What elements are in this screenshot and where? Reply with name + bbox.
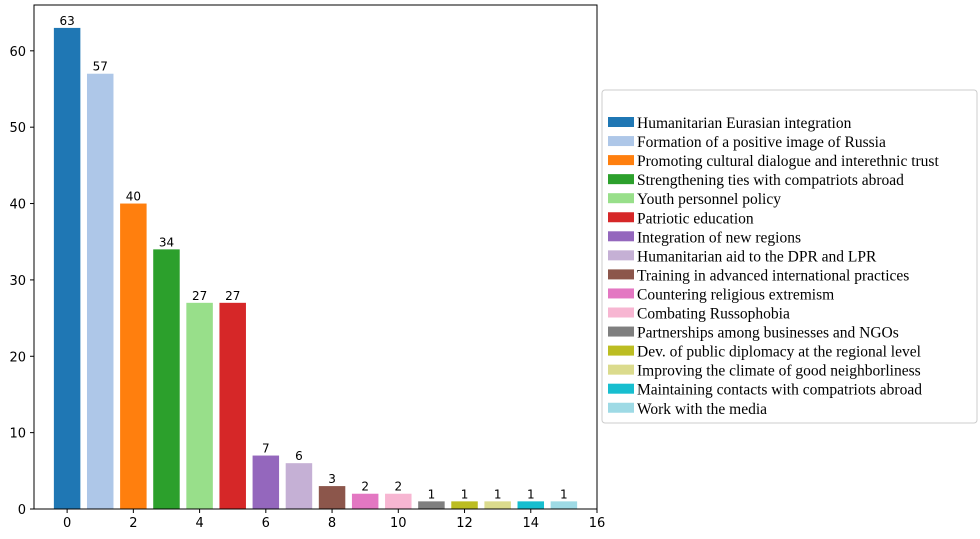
legend-swatch-9 [608,288,634,299]
bar-value-label-2: 40 [126,190,141,204]
x-tick-label-16: 16 [589,516,606,531]
bar-value-label-3: 34 [159,235,174,249]
legend-label-11: Partnerships among businesses and NGOs [637,325,899,342]
bar-10 [385,493,412,509]
legend-swatch-11 [608,326,634,337]
bar-3 [153,249,180,509]
bar-1 [86,73,114,510]
legend: Humanitarian Eurasian integration Formati… [601,89,978,424]
bar-0 [53,27,81,510]
bar-6 [252,455,280,509]
bar-8 [318,486,346,509]
bar-value-label-15: 1 [560,487,568,501]
legend-label-9: Countering religious extremism [637,286,834,303]
bar-value-label-0: 63 [59,14,74,28]
y-tick-label-60: 60 [9,45,26,60]
legend-swatch-7 [608,250,634,261]
x-tick-label-0: 0 [63,516,71,531]
bar-value-label-13: 1 [494,487,502,501]
y-tick-label-30: 30 [9,274,26,289]
bar-12 [451,501,478,509]
x-tick-label-10: 10 [390,516,407,531]
bar-13 [484,501,511,509]
bar-5 [219,302,246,509]
legend-swatch-4 [608,193,634,204]
legend-label-3: Strengthening ties with compatriots abro… [637,172,904,189]
bar-9 [351,493,379,509]
x-tick-label-14: 14 [522,516,539,531]
y-tick-label-20: 20 [9,350,26,365]
bar-value-label-7: 6 [295,449,303,463]
bar-value-label-6: 7 [262,442,270,456]
x-tick-label-4: 4 [195,516,203,531]
legend-label-12: Dev. of public diplomacy at the regional… [637,344,921,361]
bar-value-label-8: 3 [328,472,336,486]
legend-label-5: Patriotic education [637,210,754,227]
bar-value-label-10: 2 [394,480,402,494]
legend-swatch-5 [608,212,634,223]
bar-value-label-5: 27 [225,289,240,303]
bar-value-label-1: 57 [93,60,108,74]
x-tick-label-6: 6 [262,516,270,531]
bar-15 [550,501,578,509]
x-tick-label-12: 12 [456,516,473,531]
plot-frame [33,4,598,510]
bar-11 [418,501,445,509]
y-tick-label-40: 40 [9,198,26,213]
legend-label-7: Humanitarian aid to the DPR and LPR [637,248,877,265]
legend-label-4: Youth personnel policy [637,191,781,208]
legend-label-1: Formation of a positive image of Russia [637,134,886,151]
bar-value-label-9: 2 [361,480,369,494]
legend-label-2: Promoting cultural dialogue and intereth… [637,153,939,170]
bars-layer [53,27,578,510]
bar-value-label-14: 1 [527,487,535,501]
legend-label-0: Humanitarian Eurasian integration [637,115,852,132]
legend-label-8: Training in advanced international pract… [637,267,909,284]
x-tick-label-2: 2 [129,516,137,531]
legend-label-10: Combating Russophobia [637,306,790,323]
bar-7 [285,463,313,509]
bar-value-label-4: 27 [192,289,207,303]
x-tick-label-8: 8 [328,516,336,531]
legend-label-6: Integration of new regions [637,229,801,246]
legend-swatch-6 [608,231,634,242]
legend-swatch-15 [608,402,634,413]
bar-value-label-11: 1 [428,487,436,501]
y-tick-label-0: 0 [18,503,26,518]
legend-label-13: Improving the climate of good neighborli… [637,363,921,380]
legend-label-14: Maintaining contacts with compatriots ab… [637,382,922,399]
y-tick-label-10: 10 [9,427,26,442]
bar-2 [120,203,147,509]
y-tick-label-50: 50 [9,121,26,136]
legend-swatch-1 [608,136,634,147]
legend-swatch-3 [608,174,634,185]
legend-swatch-10 [608,307,634,318]
legend-box [601,89,978,424]
legend-swatch-2 [608,155,634,166]
legend-swatch-0 [608,117,634,127]
bar-value-label-12: 1 [461,487,469,501]
bar-14 [517,501,545,509]
legend-swatch-12 [608,345,634,356]
legend-label-15: Work with the media [637,401,767,418]
legend-swatch-13 [608,364,634,375]
legend-swatch-8 [608,269,634,280]
bar-4 [186,302,213,509]
legend-swatch-14 [608,383,634,394]
